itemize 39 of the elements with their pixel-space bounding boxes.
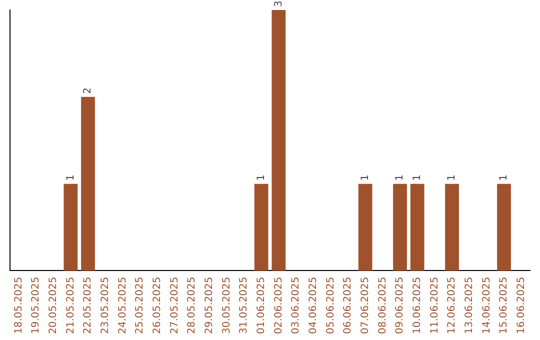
x-tick-label: 21.05.2025 (65, 276, 76, 334)
x-tick-label: 02.06.2025 (273, 276, 284, 334)
x-tick-label: 10.06.2025 (412, 276, 423, 334)
x-tick-label: 22.05.2025 (82, 276, 94, 334)
x-tick-label: 20.05.2025 (48, 276, 59, 334)
x-tick-label: 16.06.2025 (516, 276, 527, 334)
x-tick-label: 27.05.2025 (169, 276, 180, 334)
x-tick-label: 11.06.2025 (429, 276, 440, 334)
x-tick-label: 23.05.2025 (100, 276, 111, 334)
x-tick-label: 25.05.2025 (134, 276, 146, 334)
x-tick-label: 29.05.2025 (204, 276, 215, 334)
x-tick-label: 04.06.2025 (308, 276, 319, 334)
data-label: 2 (82, 88, 94, 94)
data-label: 1 (360, 174, 371, 181)
x-tick-label: 18.05.2025 (13, 276, 24, 334)
x-tick-label: 30.05.2025 (221, 276, 232, 334)
x-tick-label: 03.06.2025 (290, 276, 302, 334)
data-label: 1 (394, 174, 406, 181)
x-tick-label: 09.06.2025 (394, 276, 406, 334)
data-label: 1 (498, 174, 510, 181)
data-label: 1 (412, 174, 423, 181)
x-tick-label: 01.06.2025 (256, 276, 267, 334)
x-tick-label: 24.05.2025 (117, 276, 128, 334)
x-tick-label: 31.05.2025 (238, 276, 250, 334)
data-label: 1 (256, 174, 267, 181)
x-tick-label: 08.06.2025 (377, 276, 388, 334)
x-tick-label: 06.06.2025 (342, 276, 354, 334)
x-tick-label: 26.05.2025 (152, 276, 163, 334)
x-tick-label: 15.06.2025 (498, 276, 510, 334)
x-tick-label: 28.05.2025 (186, 276, 198, 334)
data-label: 1 (446, 174, 458, 181)
data-label: 1 (65, 174, 76, 181)
x-tick-label: 07.06.2025 (360, 276, 371, 334)
x-tick-label: 14.06.2025 (481, 276, 492, 334)
x-tick-label: 12.06.2025 (446, 276, 458, 334)
data-label: 3 (273, 0, 284, 7)
x-tick-label: 05.06.2025 (325, 276, 336, 334)
x-tick-label: 13.06.2025 (464, 276, 475, 334)
x-tick-label: 19.05.2025 (30, 276, 42, 334)
